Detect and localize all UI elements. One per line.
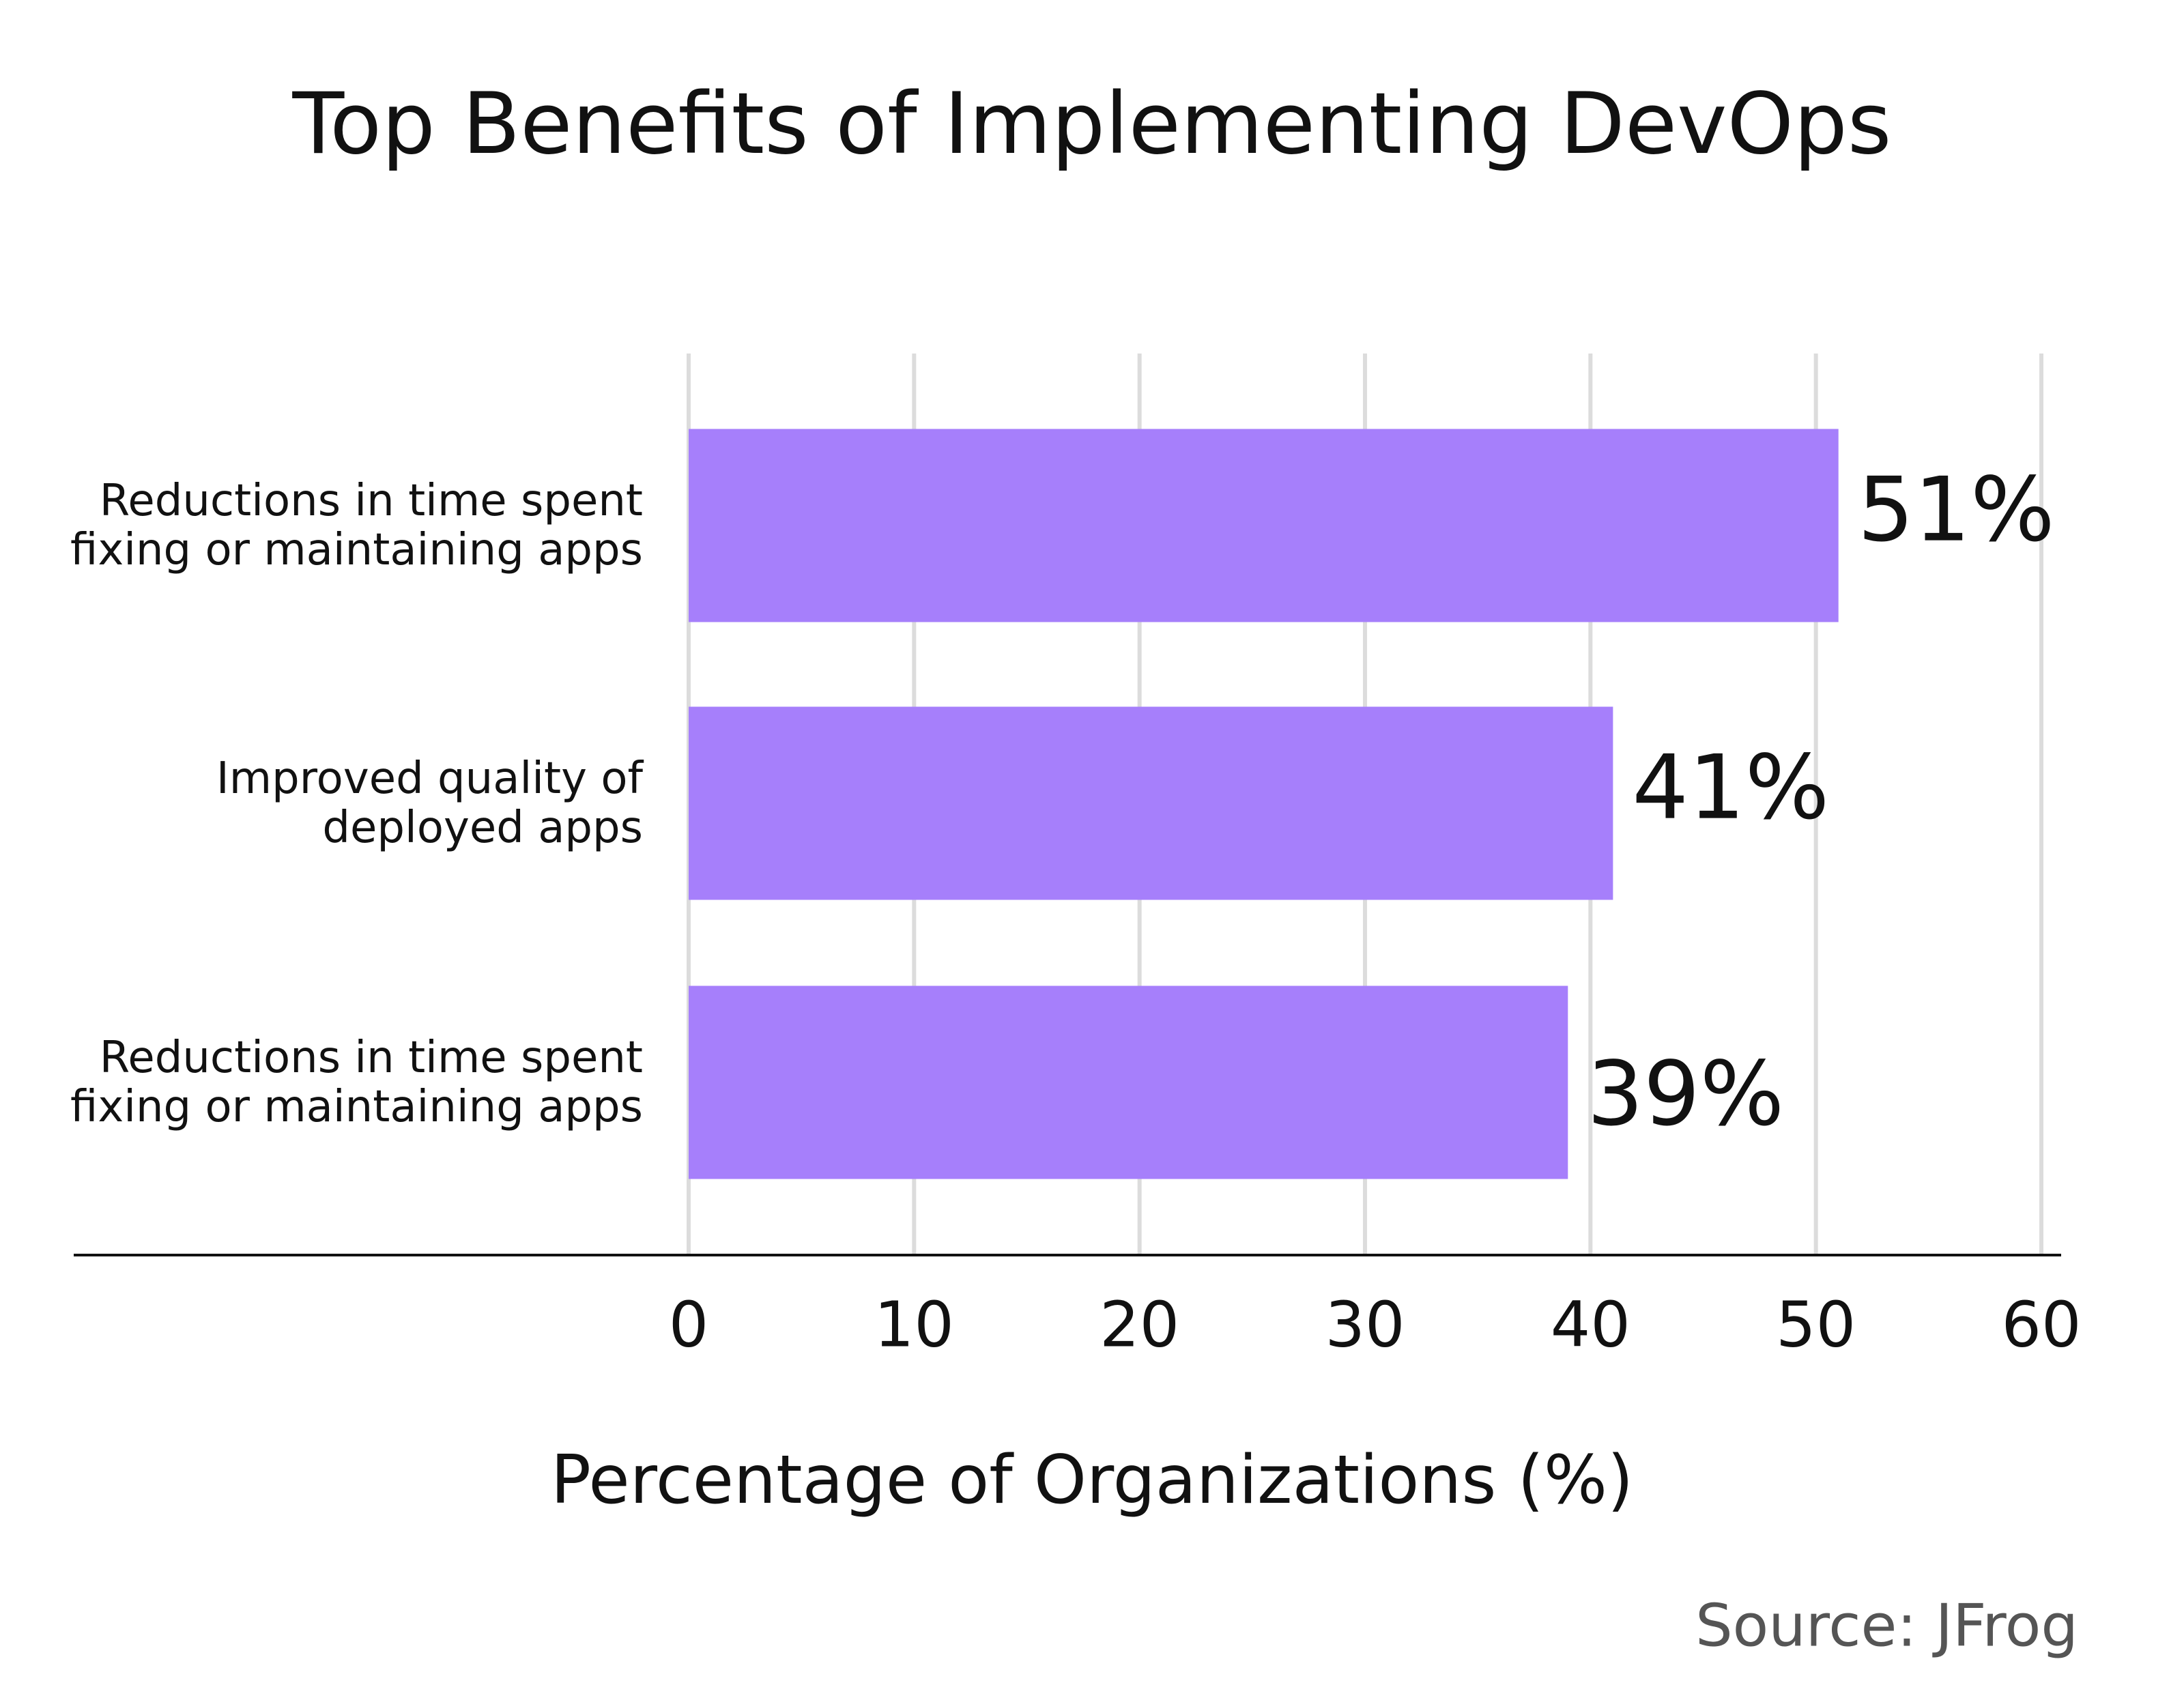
y-tick-label: Reductions in time spent fixing or maint…: [70, 1033, 643, 1132]
x-tick-label: 0: [669, 1288, 709, 1361]
bar: [689, 985, 1568, 1179]
x-tick-label: 10: [874, 1288, 954, 1361]
bar: [689, 429, 1839, 622]
value-label: 39%: [1587, 1042, 1784, 1146]
source: Source: JFrog: [1695, 1592, 2078, 1660]
value-label: 51%: [1858, 458, 2055, 562]
x-axis-title: Percentage of Organizations (%): [551, 1441, 1633, 1519]
x-tick-label: 30: [1325, 1288, 1405, 1361]
value-label: 41%: [1632, 736, 1829, 839]
x-tick-label: 20: [1100, 1288, 1179, 1361]
chart-title: Top Benefits of Implementing DevOps: [292, 75, 1892, 173]
y-tick-label: Reductions in time spent fixing or maint…: [70, 476, 643, 575]
y-tick-label: Improved quality of deployed apps: [216, 753, 643, 853]
x-tick-label: 40: [1551, 1288, 1630, 1361]
bar: [689, 706, 1613, 900]
x-tick-label: 60: [2001, 1288, 2081, 1361]
x-tick-label: 50: [1776, 1288, 1856, 1361]
